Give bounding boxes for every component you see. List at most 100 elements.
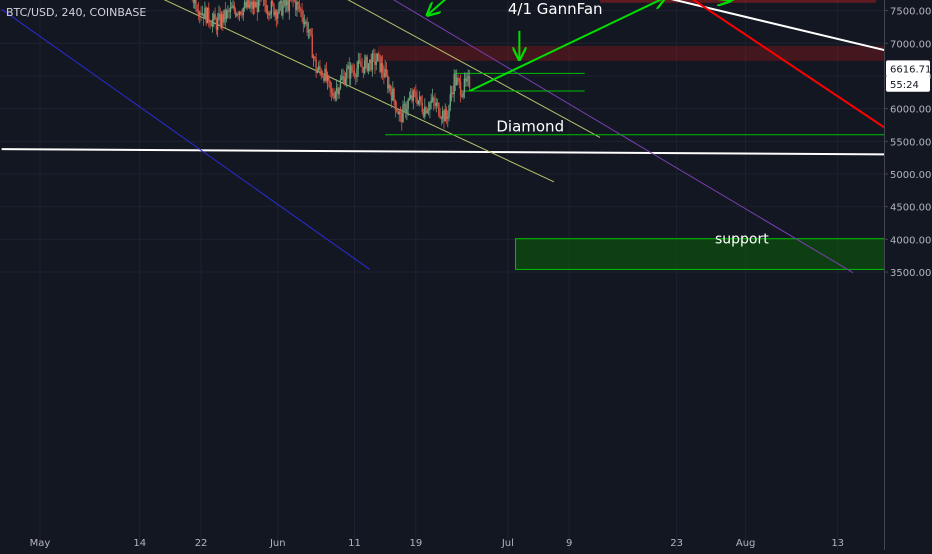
candle-body [228,10,229,11]
candle-body [315,59,316,73]
candle-body [212,19,213,26]
candle-body [223,9,224,22]
candle-body [360,62,361,67]
price-axis-label: 7500.00 [890,7,931,18]
candle-body [281,1,282,16]
candle-body [450,94,451,105]
candle-body [419,97,420,101]
candle-body [232,5,233,7]
candle-body [383,73,384,77]
candle-body [273,4,274,15]
candle-body [272,1,273,4]
candle-body [427,111,428,113]
candle-body [424,107,425,117]
candle-body [277,13,278,18]
candle-body [276,11,277,18]
time-axis-label: 23 [670,538,683,549]
candle [281,0,282,17]
candle-body [314,57,315,59]
candle-body [342,76,343,78]
price-axis-label: 5000.00 [890,170,931,181]
candle-body [211,25,212,27]
candle-body [453,74,454,94]
candle-body [306,22,307,33]
candle-body [416,98,417,104]
candle-body [296,2,297,10]
candle-body [400,112,401,114]
candle-body [209,22,210,25]
candle-body [310,29,311,35]
candle-body [456,78,457,85]
candle-body [457,78,458,79]
candle-body [250,2,251,5]
candle-body [321,70,322,76]
candle-body [439,116,440,118]
candle-body [304,22,305,24]
price-tag: 55:24 [886,76,930,92]
candle-body [305,22,306,23]
interval-label: 240 [62,6,83,19]
candle-body [432,98,433,101]
candle-body [365,57,366,61]
candle-body [374,54,375,65]
candle-body [328,76,329,81]
candle-body [464,79,465,93]
candle-body [465,79,466,82]
candle-body [319,66,320,70]
candle-body [221,14,222,26]
candle-body [441,118,442,119]
candle-body [299,4,300,9]
candle-body [401,113,402,122]
candle-body [369,60,370,64]
candle-body [252,2,253,9]
candle-body [340,80,341,89]
candle-body [220,14,221,26]
price-axis-label: 5500.00 [890,137,931,148]
candle-body [194,0,195,3]
candle-body [410,95,411,98]
candle-body [333,96,334,98]
candle-body [241,14,242,15]
candle-body [359,60,360,62]
candle-body [355,76,356,78]
candle-body [461,96,462,97]
time-axis-label: 22 [195,538,208,549]
candle [377,53,378,61]
candle-body [347,66,348,69]
candle-body [387,75,388,88]
candle-body [428,110,429,111]
candle-body [225,9,226,19]
candle-body [420,97,421,103]
candle-body [208,8,209,22]
green-support-zone [516,239,892,270]
candle-body [392,89,393,101]
candle-body [336,88,337,93]
candle-body [202,13,203,15]
candle-body [376,61,377,65]
candle-body [230,7,231,11]
candle-body [409,98,410,100]
time-axis-label: Jun [269,538,286,549]
candle-body [289,0,290,11]
candle-body [255,2,256,8]
candle-body [414,91,415,92]
candle-body [258,0,259,12]
candle-body [205,8,206,24]
candle-body [308,31,309,33]
candle-body [254,2,255,8]
price-tag-label: 55:24 [890,80,919,91]
candle-body [337,88,338,95]
candle-body [327,76,328,81]
candle-body [423,112,424,117]
candle-body [466,77,467,81]
candle-body [264,0,265,6]
candle-body [218,14,219,19]
time-axis-label: 11 [348,538,361,549]
time-axis-label: 13 [831,538,844,549]
candle-body [301,9,302,17]
time-axis-label: 14 [133,538,146,549]
candle-body [436,103,437,106]
candle-body [388,85,389,89]
